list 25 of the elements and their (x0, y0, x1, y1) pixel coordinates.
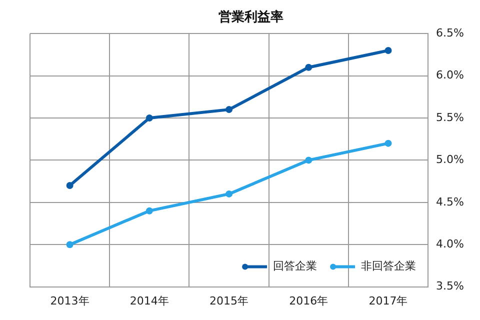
point (305, 156, 312, 164)
point (66, 241, 74, 248)
y-tick-label: 4.0% (436, 237, 464, 250)
x-tick-label: 2017年 (368, 294, 408, 308)
legend-label: 非回答企業 (361, 260, 416, 273)
point (384, 46, 392, 54)
y-tick-label: 4.5% (436, 195, 464, 208)
legend-label: 回答企業 (273, 260, 318, 273)
point (66, 182, 74, 190)
y-tick-label: 6.5% (436, 26, 464, 40)
point (305, 64, 312, 71)
chart-title: 営業利益率 (218, 9, 284, 26)
point (226, 106, 233, 114)
x-tick-label: 2015年 (210, 294, 249, 308)
y-tick-label: 6.0% (436, 68, 464, 82)
x-tick-label: 2016年 (289, 294, 328, 308)
y-tick-label: 3.5% (436, 280, 464, 293)
point (226, 190, 233, 198)
point (146, 114, 153, 122)
y-tick-label: 5.5% (436, 110, 464, 124)
y-tick-label: 5.0% (436, 153, 464, 166)
x-tick-label: 2013年 (50, 294, 90, 308)
x-tick-label: 2014年 (130, 294, 169, 308)
point (384, 140, 392, 147)
point (146, 207, 153, 214)
